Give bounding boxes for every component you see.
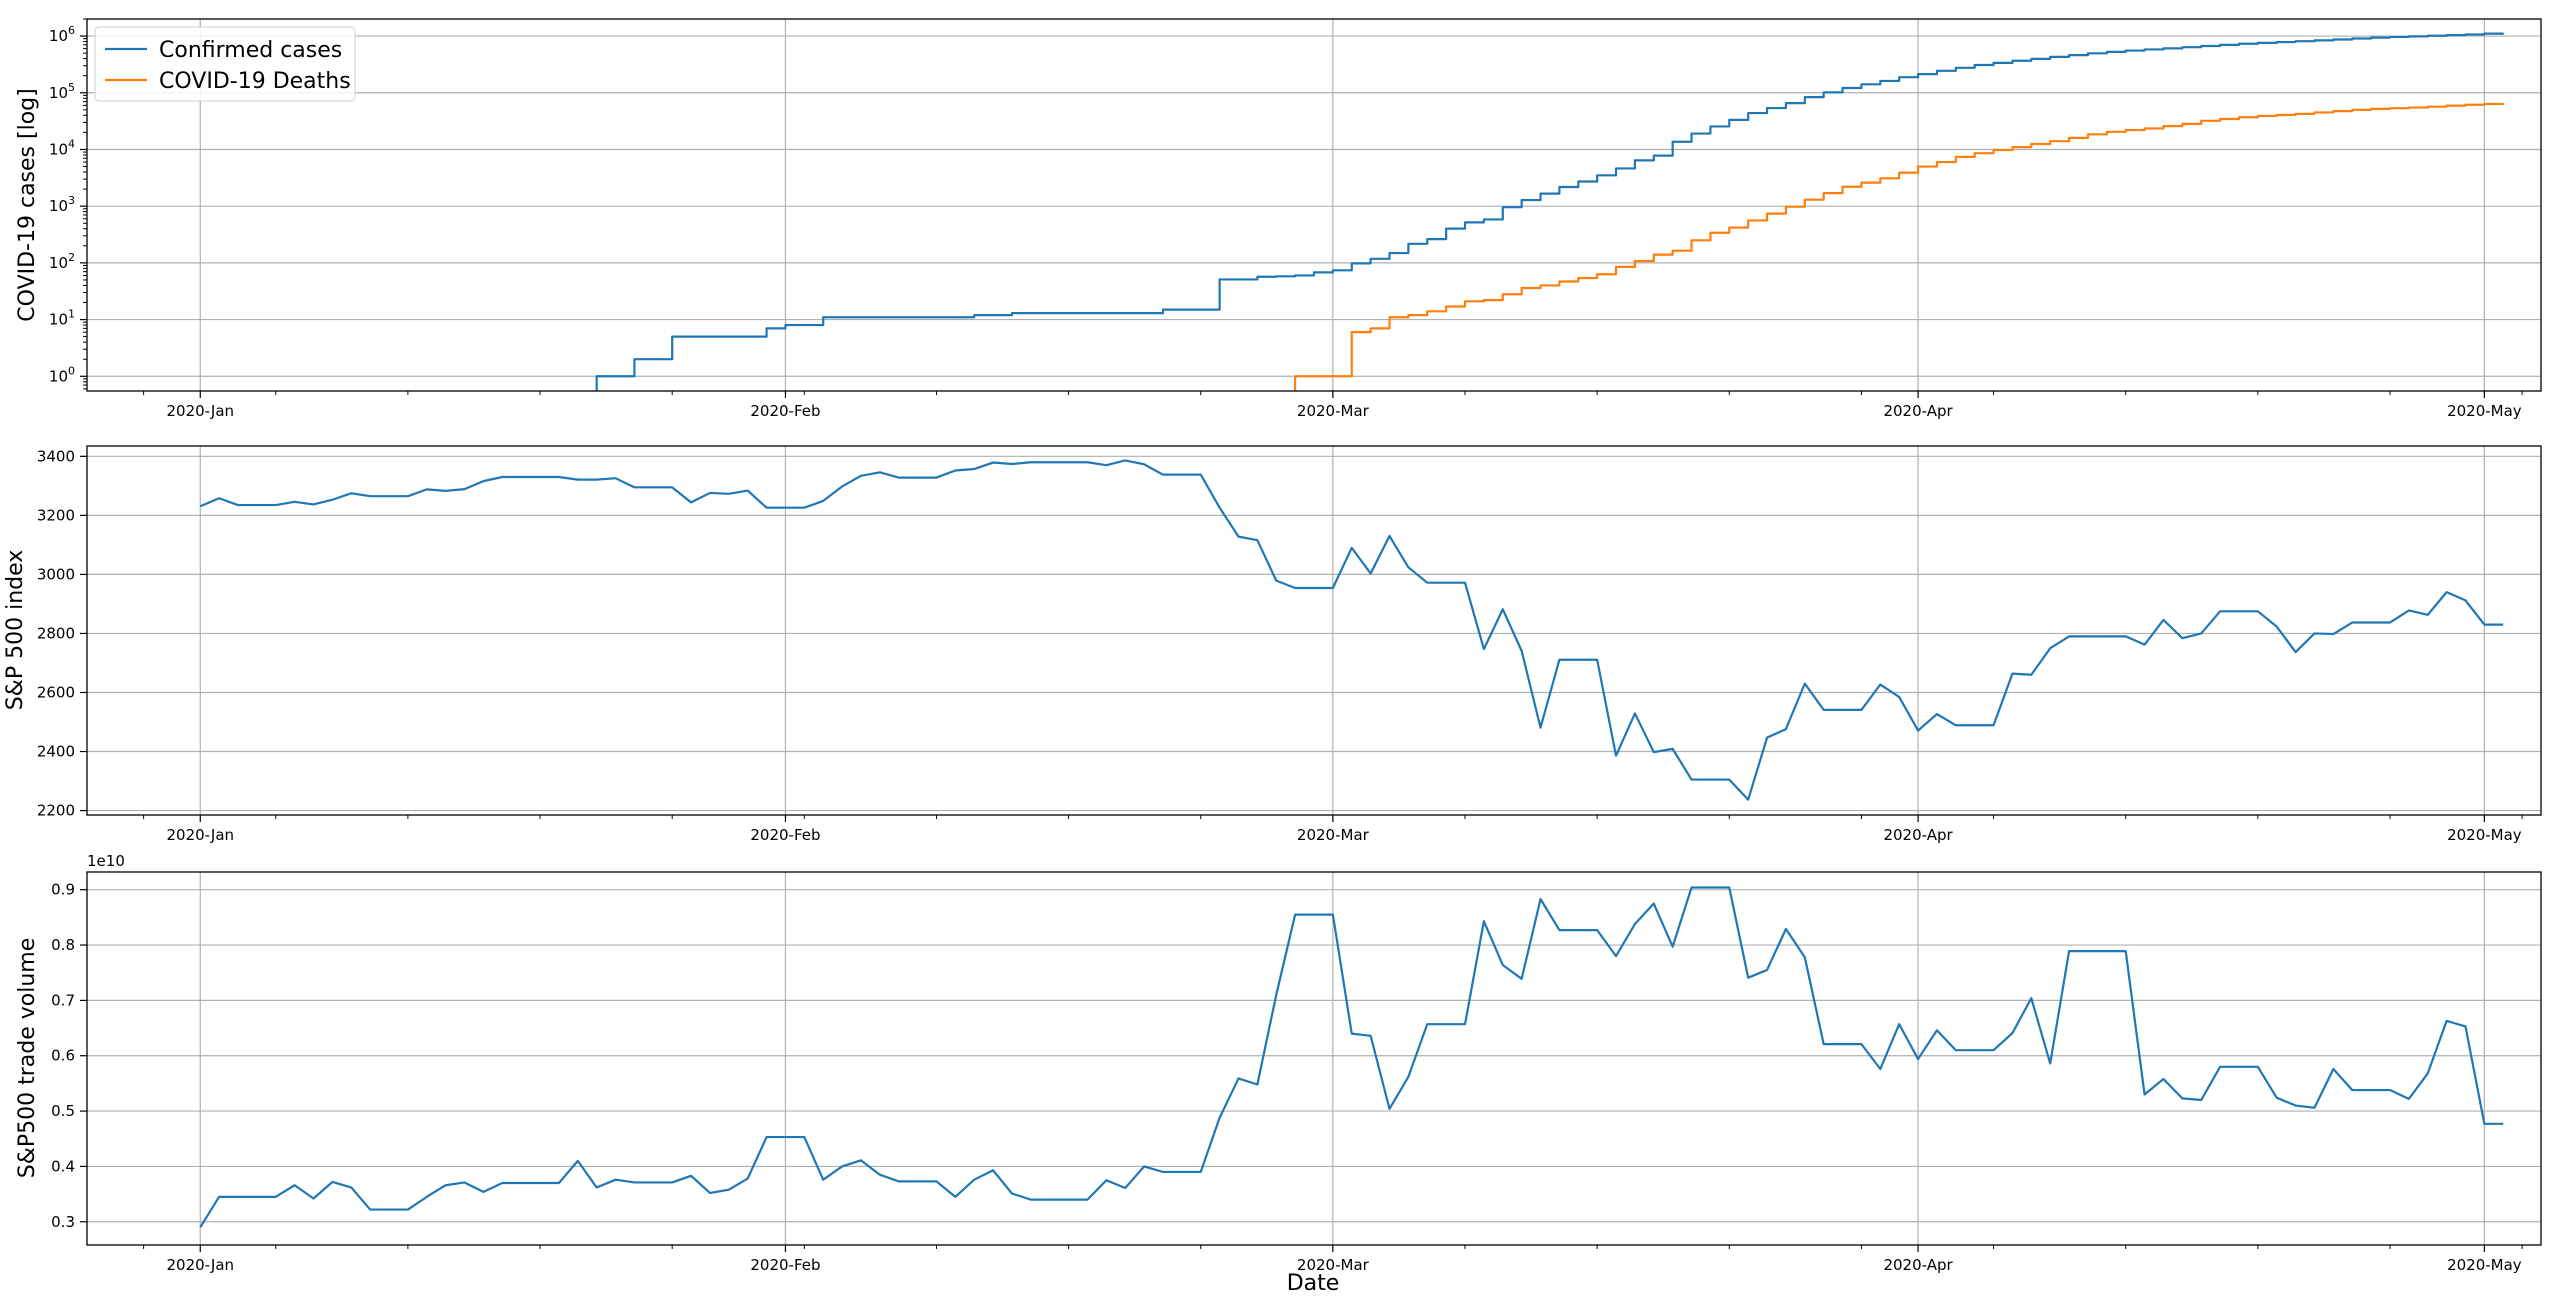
- x-tick-label: 2020-Mar: [1297, 1256, 1370, 1274]
- y-tick-label: 0.9: [51, 881, 75, 899]
- chart-trade-volume: 2020-Jan 2020-Feb 2020-Mar 2020-Apr 2020-May…: [15, 852, 2542, 1274]
- x-tick-label: 2020-Mar: [1297, 402, 1370, 420]
- y-tick-label: 0.7: [51, 991, 75, 1009]
- x-tick-label: 2020-May: [2447, 826, 2522, 844]
- figure-xlabel: Date: [1287, 1271, 1340, 1296]
- legend-entry-label: Confirmed cases: [159, 38, 342, 63]
- x-axis: 2020-Jan 2020-Feb 2020-Mar 2020-Apr 2020-May: [166, 391, 2522, 420]
- x-tick-label: 2020-Feb: [750, 826, 820, 844]
- minor-ticks: [143, 815, 2523, 819]
- legend-box: [94, 26, 356, 102]
- x-tick-label: 2020-Apr: [1883, 1256, 1953, 1274]
- y-offset-text: 1e10: [87, 852, 125, 870]
- y-axis: 0.3 0.4 0.5 0.6 0.7 0.8 0.9: [51, 881, 87, 1231]
- x-tick-label: 2020-Apr: [1883, 826, 1953, 844]
- chart-cases: 2020-Jan 2020-Feb 2020-Mar 2020-Apr 2020-May…: [15, 18, 2542, 420]
- y-tick-label: 105: [49, 81, 75, 102]
- x-tick-label: 2020-Feb: [750, 402, 820, 420]
- y-tick-label: 104: [49, 137, 75, 158]
- plot-frame: [86, 871, 2542, 1246]
- legend: Confirmed cases COVID-19 Deaths: [94, 26, 356, 102]
- y-axis: 2200 2400 2600 2800 3000 3200 3400: [37, 447, 87, 820]
- x-tick-label: 2020-Mar: [1297, 826, 1370, 844]
- y-tick-label: 103: [49, 194, 75, 215]
- y-tick-label: 0.5: [51, 1102, 75, 1120]
- y-axis-label: S&P500 trade volume: [15, 938, 40, 1179]
- y-tick-label: 3200: [37, 506, 75, 524]
- x-axis: 2020-Jan 2020-Feb 2020-Mar 2020-Apr 2020-May: [166, 1245, 2522, 1274]
- series-line-confirmed-cases: [595, 32, 2505, 391]
- x-tick-label: 2020-Feb: [750, 1256, 820, 1274]
- series-lines: [595, 32, 2505, 391]
- grid: [87, 446, 2541, 815]
- y-tick-label: 106: [49, 24, 75, 45]
- y-tick-label: 0.6: [51, 1047, 75, 1065]
- y-tick-label: 3400: [37, 447, 75, 465]
- series-lines: [199, 886, 2504, 1228]
- y-tick-label: 101: [49, 308, 75, 329]
- y-axis-label: COVID-19 cases [log]: [15, 88, 40, 321]
- x-tick-label: 2020-May: [2447, 402, 2522, 420]
- x-tick-label: 2020-Jan: [166, 1256, 234, 1274]
- y-axis-label: S&P 500 index: [3, 550, 28, 711]
- x-tick-label: 2020-Jan: [166, 402, 234, 420]
- plot-frame: [86, 18, 2542, 392]
- y-tick-label: 2400: [37, 743, 75, 761]
- chart-sp500-index: 2020-Jan 2020-Feb 2020-Mar 2020-Apr 2020-May…: [3, 445, 2542, 844]
- y-tick-label: 3000: [37, 565, 75, 583]
- legend-entry-label: COVID-19 Deaths: [159, 69, 351, 94]
- y-tick-label: 0.8: [51, 936, 75, 954]
- y-tick-label: 2200: [37, 802, 75, 820]
- y-axis: 100 101 102 103 104 105 106: [49, 24, 87, 385]
- x-tick-label: 2020-Jan: [166, 826, 234, 844]
- y-tick-label: 0.3: [51, 1213, 75, 1231]
- series-line: [199, 886, 2504, 1228]
- x-axis: 2020-Jan 2020-Feb 2020-Mar 2020-Apr 2020-May: [166, 815, 2522, 844]
- series-lines: [199, 459, 2504, 801]
- series-line-covid-19-deaths: [1294, 102, 2505, 391]
- y-tick-label: 100: [49, 364, 75, 385]
- series-line: [199, 459, 2504, 801]
- grid: [87, 872, 2541, 1245]
- x-tick-label: 2020-May: [2447, 1256, 2522, 1274]
- plot-frame: [86, 445, 2542, 816]
- x-tick-label: 2020-Apr: [1883, 402, 1953, 420]
- y-tick-label: 0.4: [51, 1157, 75, 1175]
- y-tick-label: 102: [49, 251, 75, 272]
- y-tick-label: 2800: [37, 624, 75, 642]
- y-tick-label: 2600: [37, 683, 75, 701]
- minor-ticks: [83, 18, 2523, 395]
